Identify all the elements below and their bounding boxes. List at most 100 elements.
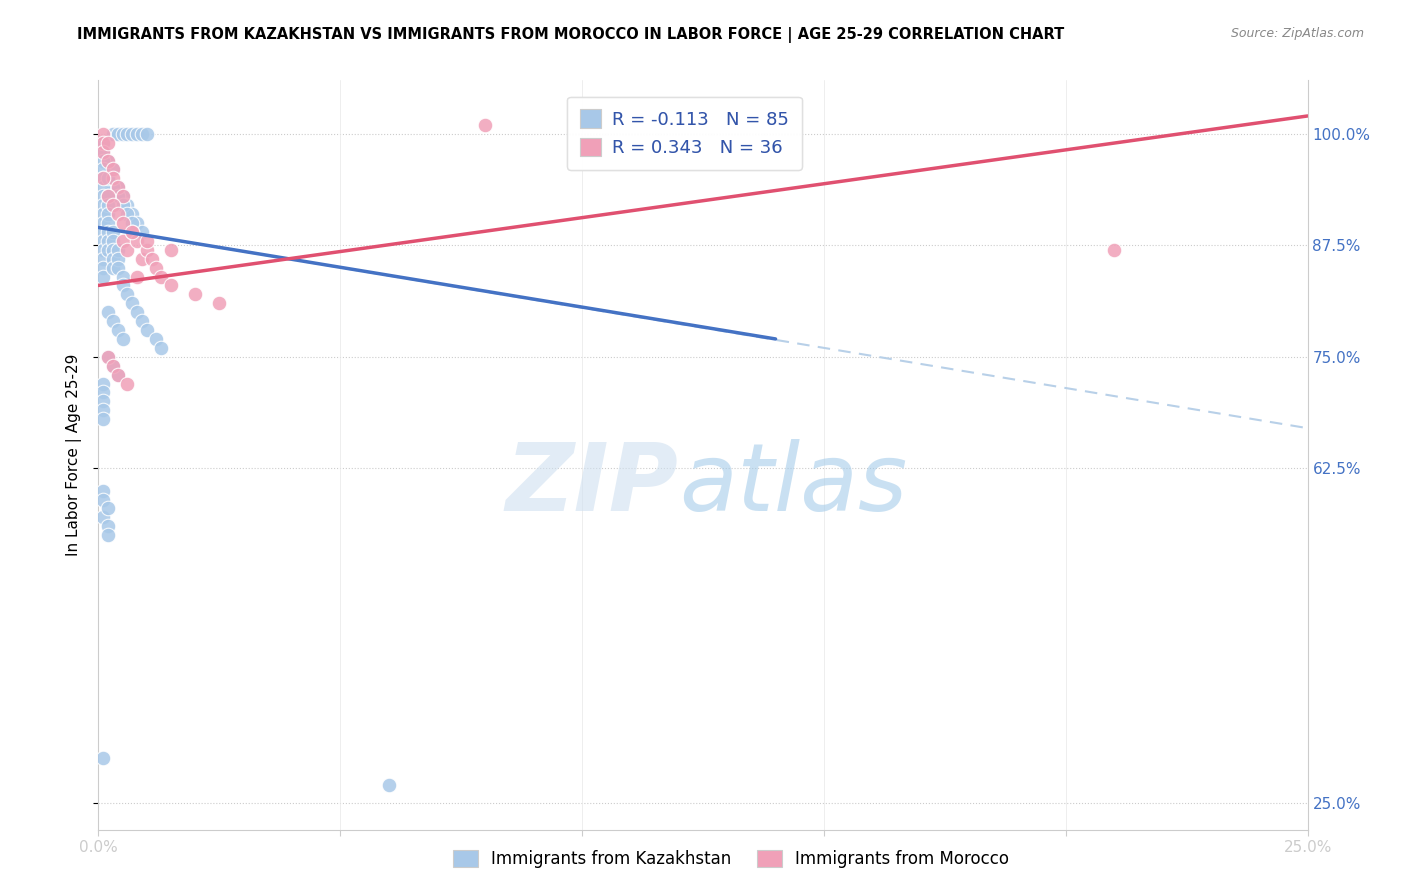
Point (107, 207, 129, 221)
Point (101, 225, 124, 239)
Point (91, 180, 114, 194)
Point (97, 501, 120, 516)
Point (91, 376, 114, 391)
Point (97, 216, 120, 230)
Point (91, 492, 114, 507)
Point (1102, 243, 1125, 257)
Legend: R = -0.113   N = 85, R = 0.343   N = 36: R = -0.113 N = 85, R = 0.343 N = 36 (567, 97, 801, 169)
Point (121, 296, 143, 310)
Point (145, 332, 167, 346)
Point (117, 198, 139, 212)
Point (91, 252, 114, 266)
Point (127, 269, 149, 284)
Point (135, 127, 157, 141)
Point (135, 234, 157, 248)
Point (107, 180, 129, 194)
Point (101, 243, 124, 257)
Point (91, 225, 114, 239)
Point (474, 118, 496, 132)
Legend: Immigrants from Kazakhstan, Immigrants from Morocco: Immigrants from Kazakhstan, Immigrants f… (447, 843, 1015, 875)
Point (91, 260, 114, 275)
Text: ZIP: ZIP (506, 439, 679, 531)
Point (377, 778, 399, 792)
Point (111, 216, 134, 230)
Point (107, 127, 129, 141)
Point (111, 189, 134, 203)
Y-axis label: In Labor Force | Age 25-29: In Labor Force | Age 25-29 (66, 354, 83, 556)
Point (150, 269, 173, 284)
Point (97, 136, 120, 150)
Point (91, 394, 114, 409)
Point (91, 127, 114, 141)
Point (97, 528, 120, 542)
Point (91, 269, 114, 284)
Point (97, 350, 120, 364)
Point (101, 127, 124, 141)
Point (97, 519, 120, 533)
Point (117, 376, 139, 391)
Point (91, 403, 114, 417)
Point (131, 127, 153, 141)
Point (208, 296, 231, 310)
Point (101, 252, 124, 266)
Point (91, 751, 114, 765)
Point (131, 225, 153, 239)
Point (97, 153, 120, 168)
Point (111, 198, 134, 212)
Point (101, 171, 124, 186)
Text: IMMIGRANTS FROM KAZAKHSTAN VS IMMIGRANTS FROM MOROCCO IN LABOR FORCE | AGE 25-29: IMMIGRANTS FROM KAZAKHSTAN VS IMMIGRANTS… (77, 27, 1064, 43)
Point (141, 252, 163, 266)
Point (91, 483, 114, 498)
Point (150, 341, 173, 355)
Point (160, 278, 183, 293)
Point (111, 127, 134, 141)
Point (107, 323, 129, 337)
Point (97, 350, 120, 364)
Point (97, 207, 120, 221)
Point (91, 189, 114, 203)
Point (97, 234, 120, 248)
Point (135, 243, 157, 257)
Point (91, 198, 114, 212)
Point (184, 287, 207, 301)
Point (91, 207, 114, 221)
Point (97, 189, 120, 203)
Point (107, 368, 129, 382)
Point (101, 314, 124, 328)
Point (117, 127, 139, 141)
Point (101, 234, 124, 248)
Point (107, 189, 129, 203)
Point (135, 323, 157, 337)
Point (121, 127, 143, 141)
Point (91, 385, 114, 400)
Point (131, 314, 153, 328)
Point (127, 216, 149, 230)
Point (117, 243, 139, 257)
Point (107, 252, 129, 266)
Point (91, 145, 114, 159)
Point (101, 198, 124, 212)
Text: atlas: atlas (679, 440, 907, 531)
Point (121, 225, 143, 239)
Point (111, 269, 134, 284)
Point (160, 243, 183, 257)
Point (107, 368, 129, 382)
Point (145, 260, 167, 275)
Point (121, 207, 143, 221)
Point (91, 162, 114, 177)
Point (97, 305, 120, 319)
Point (101, 243, 124, 257)
Text: Source: ZipAtlas.com: Source: ZipAtlas.com (1230, 27, 1364, 40)
Point (91, 412, 114, 426)
Point (91, 243, 114, 257)
Point (97, 189, 120, 203)
Point (91, 171, 114, 186)
Point (91, 136, 114, 150)
Point (101, 162, 124, 177)
Point (97, 171, 120, 186)
Point (121, 216, 143, 230)
Point (97, 225, 120, 239)
Point (111, 234, 134, 248)
Point (121, 225, 143, 239)
Point (107, 243, 129, 257)
